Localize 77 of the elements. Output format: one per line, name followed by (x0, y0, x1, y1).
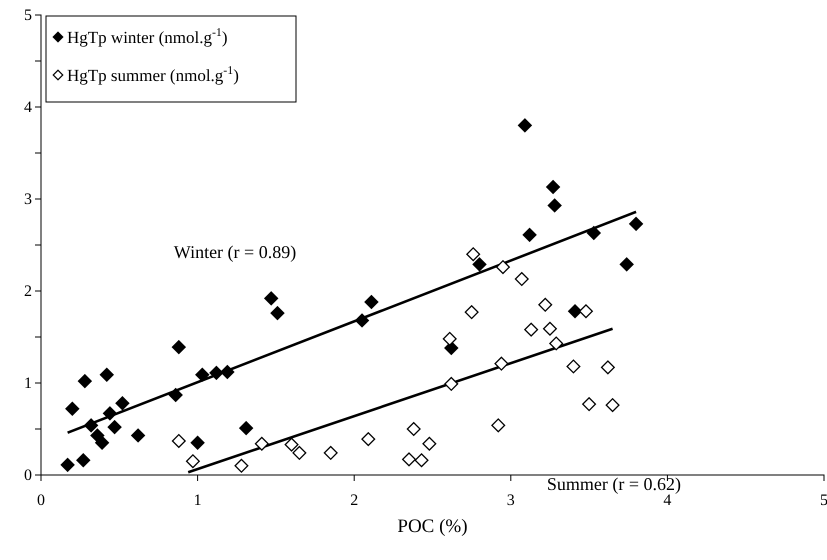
x-tick-label: 2 (350, 492, 358, 509)
point (95, 436, 110, 450)
point (586, 226, 601, 240)
point (578, 304, 593, 318)
point (364, 295, 378, 310)
point (494, 356, 508, 371)
point (115, 396, 130, 410)
point (522, 228, 537, 242)
point (620, 257, 634, 272)
point (566, 359, 580, 374)
point (514, 272, 529, 286)
x-tick-label: 1 (194, 492, 202, 509)
point (542, 322, 557, 336)
y-tick-label: 4 (24, 99, 32, 116)
point (84, 418, 98, 432)
point (209, 366, 224, 380)
point (442, 332, 457, 346)
point (292, 446, 306, 460)
x-tick-label: 5 (820, 492, 827, 509)
point (102, 406, 117, 420)
point (568, 304, 582, 318)
point (76, 453, 90, 468)
point (355, 313, 370, 328)
point (464, 305, 479, 320)
point (444, 376, 458, 391)
point (518, 118, 532, 132)
annotation: Winter (r = 0.89) (174, 242, 296, 262)
point (524, 322, 538, 337)
point (78, 374, 92, 388)
point (168, 388, 183, 402)
point (220, 364, 234, 379)
y-tick-label: 5 (24, 7, 32, 24)
annotation: Summer (r = 0.62) (546, 474, 682, 494)
x-tick-label: 3 (506, 492, 515, 509)
point (172, 434, 186, 448)
point (491, 418, 506, 432)
y-tick-label: 3 (24, 191, 32, 208)
point (582, 397, 596, 412)
point (422, 436, 436, 451)
y-tick-label: 2 (24, 283, 32, 300)
point (60, 458, 75, 472)
point (270, 306, 284, 320)
point (100, 368, 114, 382)
point (606, 398, 620, 412)
point (629, 216, 644, 231)
y-tick-label: 0 (24, 467, 32, 484)
point (108, 420, 122, 434)
point (496, 260, 510, 274)
point (239, 421, 254, 436)
point (406, 422, 421, 436)
x-tick-label: 4 (663, 492, 672, 509)
point (549, 336, 564, 350)
x-tick-label: 0 (37, 492, 45, 509)
point (538, 298, 552, 312)
point (190, 436, 205, 450)
point (414, 453, 429, 468)
point (548, 198, 562, 212)
point (254, 436, 269, 451)
point (324, 446, 338, 460)
point (234, 458, 248, 473)
point (284, 438, 299, 452)
point (264, 291, 278, 306)
point (186, 454, 200, 468)
point (546, 180, 560, 194)
legend-label: HgTp summer (nmol.g$^{-1}$) (67, 63, 239, 85)
point (195, 368, 210, 382)
point (65, 402, 80, 416)
legend-label: HgTp winter (nmol.g$^{-1}$) (67, 25, 228, 47)
y-tick-label: 1 (24, 375, 32, 392)
point (600, 360, 615, 374)
point (361, 432, 376, 446)
point (466, 247, 480, 262)
point (402, 452, 416, 466)
x-axis-title: POC (%) (397, 516, 468, 537)
point (131, 428, 146, 442)
point (472, 257, 486, 272)
point (172, 340, 186, 354)
